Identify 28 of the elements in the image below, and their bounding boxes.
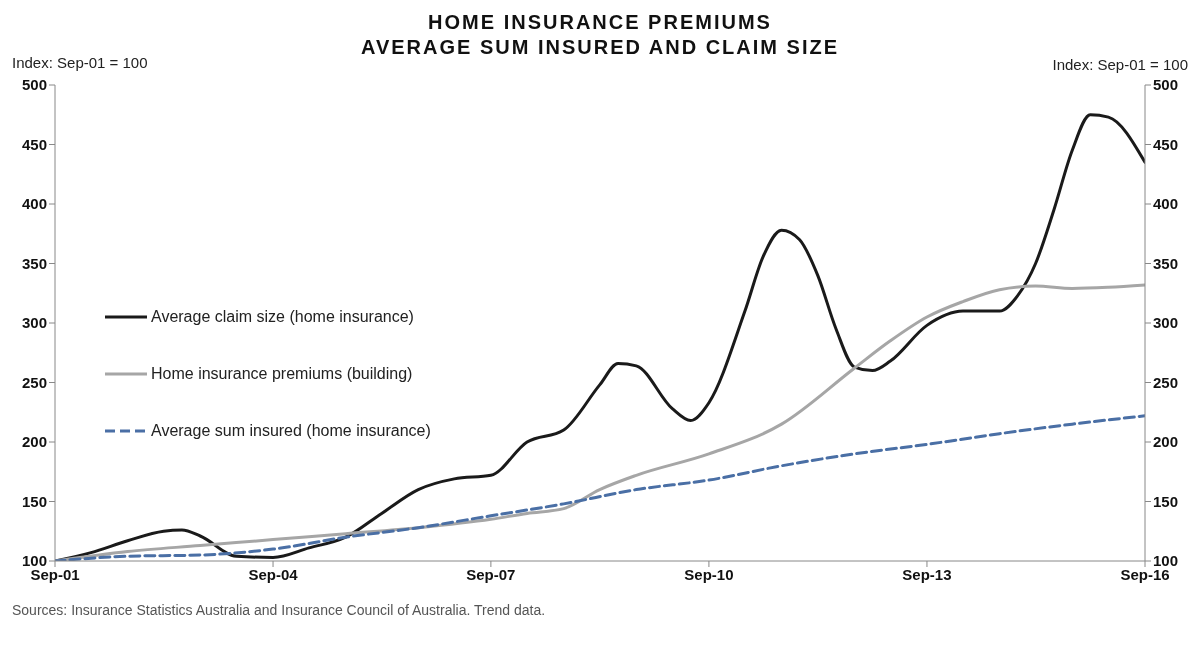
chart-subtitle: AVERAGE SUM INSURED AND CLAIM SIZE — [360, 36, 840, 58]
y-tick-label: 300 — [21, 314, 47, 332]
y-tick-label: 150 — [21, 492, 47, 510]
y-tick-label: 350 — [21, 254, 47, 272]
y-tick-label: 200 — [21, 433, 47, 451]
x-tick-label: Sep-13 — [902, 565, 952, 583]
y2-tick-label: 450 — [1153, 135, 1179, 153]
x-tick-label: Sep-04 — [248, 565, 299, 583]
y-tick-label: 500 — [21, 76, 47, 94]
y2-axis-title: Index: Sep-01 = 100 — [1052, 56, 1188, 73]
y-tick-label: 400 — [21, 195, 47, 213]
y-axis-title: Index: Sep-01 = 100 — [12, 54, 148, 71]
y2-tick-label: 400 — [1153, 195, 1179, 213]
y2-tick-label: 250 — [1153, 373, 1179, 391]
x-tick-label: Sep-07 — [466, 565, 516, 583]
legend-label: Average claim size (home insurance) — [151, 307, 414, 326]
y2-tick-label: 350 — [1153, 254, 1179, 272]
y2-tick-label: 300 — [1153, 314, 1179, 332]
legend-label: Average sum insured (home insurance) — [151, 421, 431, 440]
y2-tick-label: 200 — [1153, 433, 1179, 451]
y2-tick-label: 150 — [1153, 492, 1179, 510]
source-note: Sources: Insurance Statistics Australia and Insurance Council of Australia. Trend data. — [12, 602, 546, 618]
x-tick-label: Sep-10 — [684, 565, 734, 583]
y-tick-label: 450 — [21, 135, 47, 153]
y-tick-label: 250 — [21, 373, 47, 391]
legend-label: Home insurance premiums (building) — [151, 364, 413, 383]
y2-tick-label: 500 — [1153, 76, 1179, 94]
chart-title: HOME INSURANCE PREMIUMS — [427, 10, 773, 35]
